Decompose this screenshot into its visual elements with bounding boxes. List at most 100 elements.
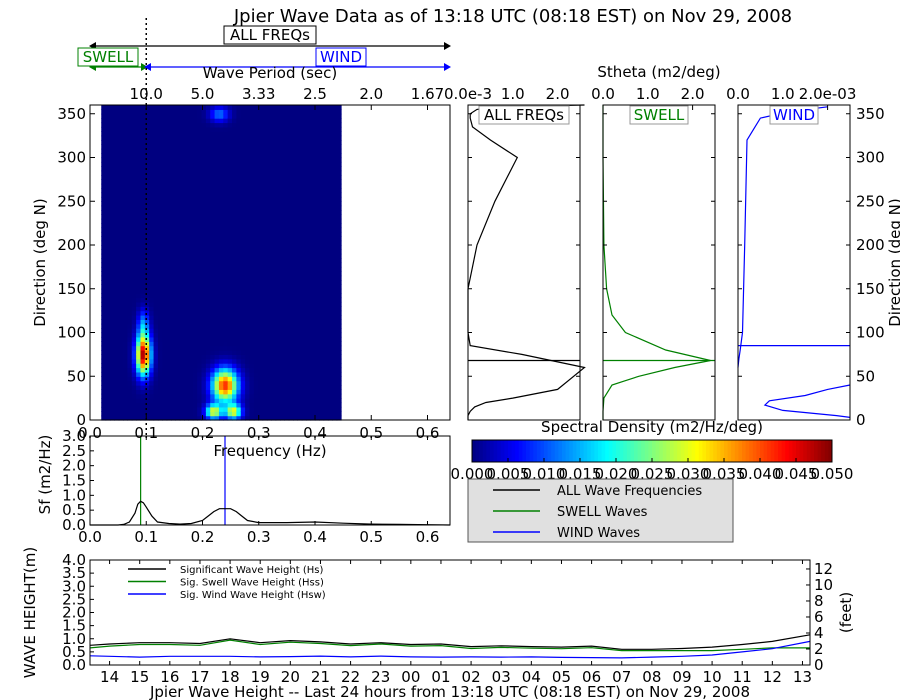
heatmap-cell bbox=[240, 301, 246, 307]
heatmap-cell bbox=[192, 131, 198, 137]
heatmap-cell bbox=[162, 175, 168, 180]
heatmap-cell bbox=[171, 231, 176, 237]
heatmap-cell bbox=[166, 258, 172, 264]
heatmap-cell bbox=[175, 332, 181, 338]
stheta-frame bbox=[602, 104, 716, 421]
heatmap-cell bbox=[123, 262, 129, 268]
heatmap-cell bbox=[271, 126, 277, 132]
heatmap-cell bbox=[253, 393, 259, 399]
heatmap-cell bbox=[218, 135, 224, 141]
heatmap-cell bbox=[223, 315, 229, 320]
heatmap-cell bbox=[327, 183, 333, 189]
heatmap-cell bbox=[327, 109, 333, 115]
heatmap-cell bbox=[319, 126, 325, 132]
heatmap-cell bbox=[301, 328, 307, 334]
heatmap-cell bbox=[262, 218, 268, 224]
heatmap-cell bbox=[118, 284, 124, 290]
heatmap-cell bbox=[223, 118, 229, 124]
heatmap-cell bbox=[262, 371, 268, 377]
heatmap-cell bbox=[101, 380, 107, 386]
heatmap-cell bbox=[314, 135, 320, 141]
heatmap-cell bbox=[109, 332, 115, 338]
heatmap-cell bbox=[253, 380, 259, 386]
heatmap-cell bbox=[157, 245, 163, 250]
heatmap-cell bbox=[144, 262, 150, 268]
heatmap-cell bbox=[306, 205, 312, 211]
heatmap-cell bbox=[210, 266, 216, 272]
heatmap-cell bbox=[162, 411, 168, 417]
heatmap-cell bbox=[109, 406, 115, 412]
heatmap-cell bbox=[188, 266, 194, 272]
heatmap-cell bbox=[240, 192, 246, 198]
heatmap-cell bbox=[149, 363, 155, 369]
heatmap-cell bbox=[323, 153, 329, 159]
heatmap-cell bbox=[166, 231, 172, 237]
heatmap-cell bbox=[306, 367, 312, 373]
heatmap-cell bbox=[162, 297, 168, 303]
heatmap-cell bbox=[192, 245, 198, 250]
heatmap-cell bbox=[275, 161, 281, 167]
heatmap-cell bbox=[266, 398, 272, 404]
heatmap-cell bbox=[253, 258, 259, 264]
heatmap-cell bbox=[214, 266, 220, 272]
heatmap-cell bbox=[210, 411, 216, 417]
colorbar-swatch bbox=[529, 440, 534, 462]
heatmap-cell bbox=[271, 293, 277, 299]
heatmap-cell bbox=[240, 196, 246, 202]
heatmap-cell bbox=[171, 345, 176, 351]
heatmap-cell bbox=[306, 161, 312, 167]
heatmap-cell bbox=[236, 122, 242, 128]
heatmap-cell bbox=[336, 280, 342, 285]
heatmap-cell bbox=[131, 258, 137, 264]
heatmap-cell bbox=[293, 284, 299, 290]
heatmap-cell bbox=[184, 293, 190, 299]
heatmap-cell bbox=[166, 328, 172, 334]
heatmap-cell bbox=[192, 310, 198, 316]
heatmap-cell bbox=[223, 354, 229, 360]
heatmap-cell bbox=[301, 393, 307, 399]
heatmap-cell bbox=[271, 144, 277, 150]
heatmap-cell bbox=[310, 319, 316, 325]
heatmap-cell bbox=[323, 122, 329, 128]
heatmap-cell bbox=[127, 284, 133, 290]
heatmap-cell bbox=[218, 336, 224, 342]
heatmap-cell bbox=[327, 135, 333, 141]
heatmap-cell bbox=[288, 402, 294, 408]
heatmap-cell bbox=[109, 301, 115, 307]
heatmap-cell bbox=[332, 153, 338, 159]
heatmap-cell bbox=[153, 183, 159, 189]
heatmap-cell bbox=[266, 105, 272, 110]
heatmap-cell bbox=[323, 183, 329, 189]
heatmap-cell bbox=[210, 131, 216, 137]
heatmap-cell bbox=[271, 358, 277, 364]
heatmap-cell bbox=[188, 301, 194, 307]
heatmap-cell bbox=[197, 328, 203, 334]
heatmap-cell bbox=[197, 253, 203, 259]
heatmap-cell bbox=[118, 363, 124, 369]
heatmap-cell bbox=[284, 345, 290, 351]
heatmap-cell bbox=[136, 306, 142, 312]
heatmap-cell bbox=[157, 354, 163, 360]
heatmap-cell bbox=[127, 385, 133, 390]
heatmap-cell bbox=[188, 402, 194, 408]
heatmap-cell bbox=[149, 258, 155, 264]
heatmap-cell bbox=[293, 245, 299, 250]
heatmap-cell bbox=[214, 315, 220, 320]
heatmap-cell bbox=[223, 157, 229, 163]
heatmap-cell bbox=[218, 179, 224, 185]
heatmap-cell bbox=[184, 358, 190, 364]
heatmap-cell bbox=[144, 389, 150, 395]
heatmap-cell bbox=[218, 280, 224, 285]
heatmap-cell bbox=[262, 170, 268, 176]
heatmap-cell bbox=[153, 210, 159, 215]
heatmap-cell bbox=[323, 161, 329, 167]
heatmap-cell bbox=[153, 266, 159, 272]
heatmap-cell bbox=[288, 214, 294, 220]
freqspec-y-tick-label: 2.5 bbox=[62, 442, 86, 460]
heatmap-cell bbox=[266, 157, 272, 163]
heatmap-cell bbox=[323, 126, 329, 132]
heatmap-cell bbox=[245, 183, 251, 189]
heatmap-cell bbox=[258, 266, 264, 272]
heatmap-cell bbox=[319, 367, 325, 373]
colorbar-swatch bbox=[605, 440, 610, 462]
